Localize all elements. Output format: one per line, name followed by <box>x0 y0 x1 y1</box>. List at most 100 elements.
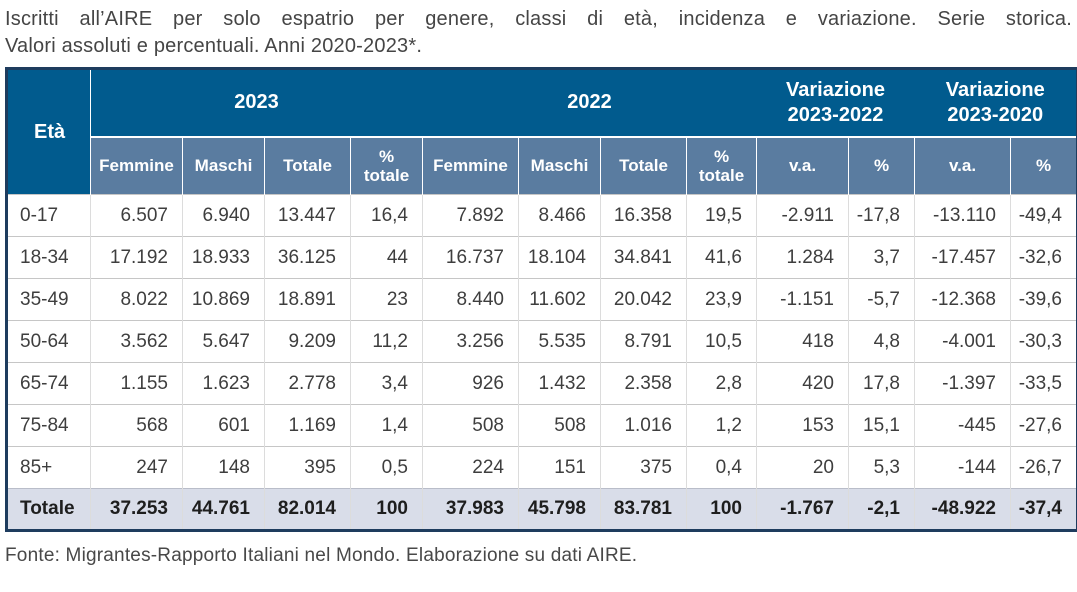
sub-header-cell: Maschi <box>518 135 601 195</box>
sub-header-cell: Totale <box>600 135 687 195</box>
value-cell: 8.791 <box>600 320 687 363</box>
value-cell: 2.358 <box>600 362 687 405</box>
value-cell: -2.911 <box>756 194 849 237</box>
value-cell: 2.778 <box>264 362 351 405</box>
value-cell: 0,5 <box>350 446 423 489</box>
value-cell: -12.368 <box>914 278 1011 321</box>
sub-header-cell: Femmine <box>422 135 519 195</box>
table-title: Iscritti all’AIRE per solo espatrio per … <box>5 6 1072 60</box>
table-row: 0-17 6.507 6.940 13.447 16,4 7.892 8.466 16.358… <box>6 194 1077 237</box>
table-body: 0-17 6.507 6.940 13.447 16,4 7.892 8.466 16.358… <box>6 194 1077 531</box>
value-cell: 7.892 <box>422 194 519 237</box>
aire-statistics-table: Età 2023 2022 Variazione 2023-2022 Varia… <box>5 67 1077 532</box>
table-row: 18-34 17.192 18.933 36.125 44 16.737 18.104 34.… <box>6 236 1077 279</box>
value-cell: 15,1 <box>848 404 915 447</box>
value-cell: 44.761 <box>182 488 265 531</box>
value-cell: 18.104 <box>518 236 601 279</box>
value-cell: 151 <box>518 446 601 489</box>
value-cell: 100 <box>350 488 423 531</box>
header-sub-row: Femmine Maschi Totale% totale Femmine Maschi… <box>7 135 1077 195</box>
value-cell: 17,8 <box>848 362 915 405</box>
source-note: Fonte: Migrantes-Rapporto Italiani nel M… <box>5 545 638 566</box>
value-cell: 16.737 <box>422 236 519 279</box>
value-cell: 16.358 <box>600 194 687 237</box>
value-cell: 1.284 <box>756 236 849 279</box>
value-cell: -32,6 <box>1010 236 1077 279</box>
value-cell: -13.110 <box>914 194 1011 237</box>
sub-header-cell: Femmine <box>90 135 183 195</box>
value-cell: 5.535 <box>518 320 601 363</box>
sub-header-cell: % totale <box>686 135 757 195</box>
value-cell: 1,2 <box>686 404 757 447</box>
value-cell: -37,4 <box>1010 488 1077 531</box>
sub-header-cell: % <box>848 135 915 195</box>
value-cell: 418 <box>756 320 849 363</box>
sub-header-cell: v.a. <box>914 135 1011 195</box>
value-cell: -17.457 <box>914 236 1011 279</box>
value-cell: 247 <box>90 446 183 489</box>
header-group-row: Età 2023 2022 Variazione 2023-2022 Varia… <box>6 68 1077 195</box>
value-cell: 224 <box>422 446 519 489</box>
sub-header-cell: v.a. <box>756 135 849 195</box>
sub-header-cell: % totale <box>350 135 423 195</box>
value-cell: 23,9 <box>686 278 757 321</box>
value-cell: -27,6 <box>1010 404 1077 447</box>
value-cell: -26,7 <box>1010 446 1077 489</box>
value-cell: 420 <box>756 362 849 405</box>
value-cell: 20.042 <box>600 278 687 321</box>
value-cell: 41,6 <box>686 236 757 279</box>
value-cell: 82.014 <box>264 488 351 531</box>
header-group-variazione-2023-2022: Variazione 2023-2022 <box>756 68 915 137</box>
value-cell: -2,1 <box>848 488 915 531</box>
value-cell: 508 <box>422 404 519 447</box>
value-cell: 2,8 <box>686 362 757 405</box>
value-cell: 4,8 <box>848 320 915 363</box>
value-cell: 926 <box>422 362 519 405</box>
value-cell: 601 <box>182 404 265 447</box>
table-header: Età 2023 2022 Variazione 2023-2022 Varia… <box>6 68 1077 195</box>
value-cell: -1.767 <box>756 488 849 531</box>
eta-cell: 85+ <box>6 446 91 489</box>
value-cell: 1.432 <box>518 362 601 405</box>
eta-cell: 35-49 <box>6 278 91 321</box>
value-cell: 3,7 <box>848 236 915 279</box>
value-cell: -48.922 <box>914 488 1011 531</box>
value-cell: 3,4 <box>350 362 423 405</box>
value-cell: 16,4 <box>350 194 423 237</box>
eta-cell: 75-84 <box>6 404 91 447</box>
value-cell: -39,6 <box>1010 278 1077 321</box>
value-cell: 100 <box>686 488 757 531</box>
value-cell: 34.841 <box>600 236 687 279</box>
value-cell: 1.623 <box>182 362 265 405</box>
value-cell: 8.022 <box>90 278 183 321</box>
value-cell: 20 <box>756 446 849 489</box>
value-cell: 8.440 <box>422 278 519 321</box>
value-cell: 13.447 <box>264 194 351 237</box>
value-cell: 45.798 <box>518 488 601 531</box>
header-eta: Età <box>6 68 91 195</box>
header-group-2023: 2023 <box>90 68 423 137</box>
value-cell: 153 <box>756 404 849 447</box>
value-cell: 1.169 <box>264 404 351 447</box>
eta-cell: 18-34 <box>6 236 91 279</box>
table-title-line1: Iscritti all’AIRE per solo espatrio per … <box>5 8 1072 30</box>
value-cell: 0,4 <box>686 446 757 489</box>
value-cell: -49,4 <box>1010 194 1077 237</box>
sub-header-cell: Maschi <box>182 135 265 195</box>
value-cell: 375 <box>600 446 687 489</box>
table-row: 50-64 3.562 5.647 9.209 11,2 3.256 5.535 8.791 1… <box>6 320 1077 363</box>
value-cell: -445 <box>914 404 1011 447</box>
value-cell: -17,8 <box>848 194 915 237</box>
value-cell: -33,5 <box>1010 362 1077 405</box>
value-cell: 18.933 <box>182 236 265 279</box>
table-row: 35-49 8.022 10.869 18.891 23 8.440 11.602 20.04… <box>6 278 1077 321</box>
value-cell: 5,3 <box>848 446 915 489</box>
value-cell: 23 <box>350 278 423 321</box>
eta-cell: 50-64 <box>6 320 91 363</box>
eta-cell: 65-74 <box>6 362 91 405</box>
value-cell: 6.507 <box>90 194 183 237</box>
value-cell: 3.562 <box>90 320 183 363</box>
value-cell: 83.781 <box>600 488 687 531</box>
value-cell: 3.256 <box>422 320 519 363</box>
